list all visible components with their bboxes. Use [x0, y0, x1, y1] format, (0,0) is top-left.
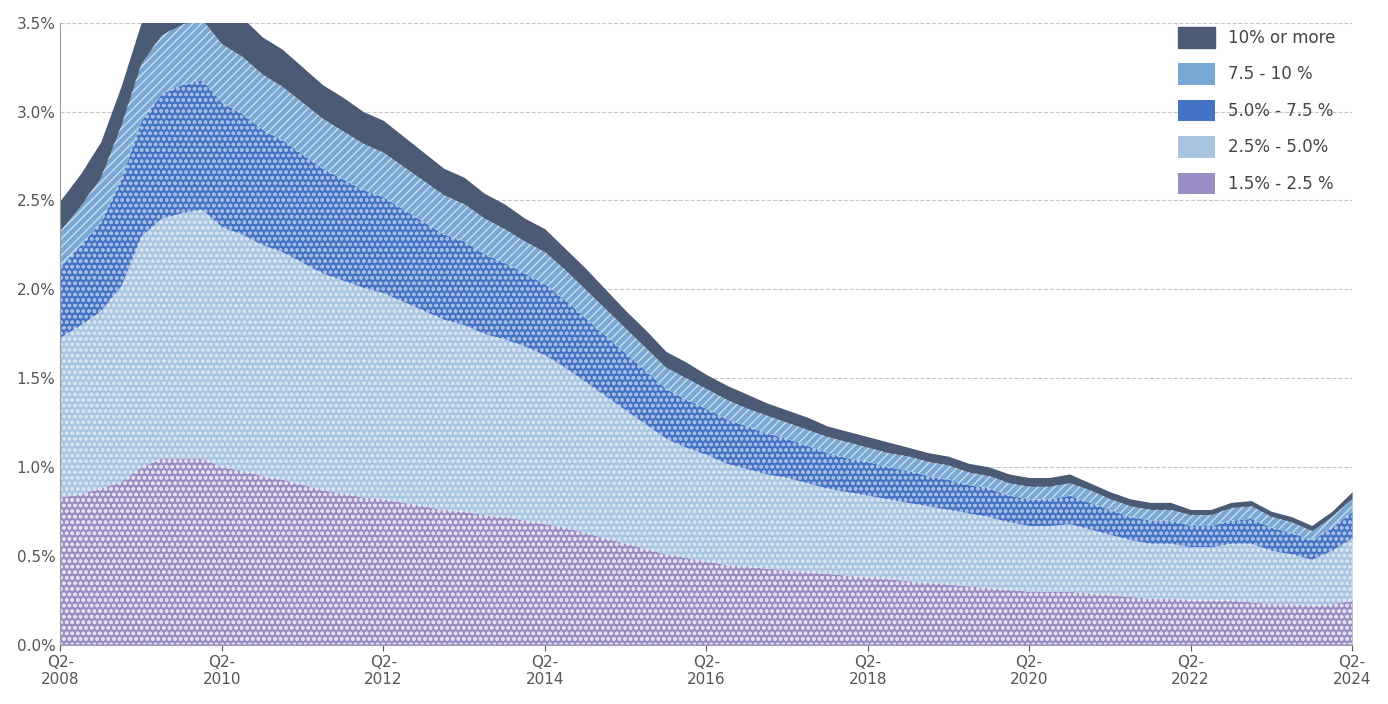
Legend: 10% or more, 7.5 - 10 %, 5.0% - 7.5 %, 2.5% - 5.0%, 1.5% - 2.5 %: 10% or more, 7.5 - 10 %, 5.0% - 7.5 %, 2…	[1170, 18, 1344, 202]
